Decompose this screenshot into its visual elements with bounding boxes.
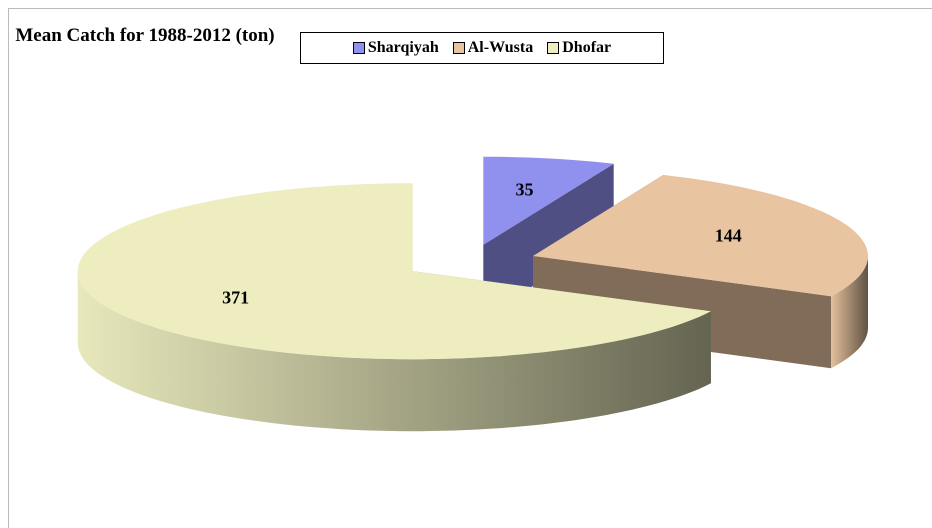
chart-title: Mean Catch for 1988-2012 (ton) [15,25,275,46]
legend: Sharqiyah Al-Wusta Dhofar [300,32,664,64]
value-label: 144 [715,225,742,245]
legend-label: Al-Wusta [467,39,534,56]
legend-swatch [452,42,465,54]
value-label: 371 [222,288,249,308]
slice-top [77,183,711,360]
legend-label: Sharqiyah [367,39,439,56]
slice-outer-wall [77,271,711,432]
slice-top [483,156,614,245]
legend-item: Al-Wusta [452,39,534,57]
legend-item: Dhofar [547,39,611,57]
legend-swatch [547,42,560,54]
legend-label: Dhofar [562,39,612,56]
legend-item: Sharqiyah [352,39,439,57]
slice-top [533,174,868,297]
slice: 371 [77,183,711,432]
value-label: 35 [516,179,534,199]
slice-outer-wall [831,256,868,369]
chart-frame [8,8,932,528]
slice: 144 [533,174,868,369]
legend-swatch [352,42,365,54]
slice: 35 [483,156,614,317]
slice-radial-wall [483,163,614,317]
